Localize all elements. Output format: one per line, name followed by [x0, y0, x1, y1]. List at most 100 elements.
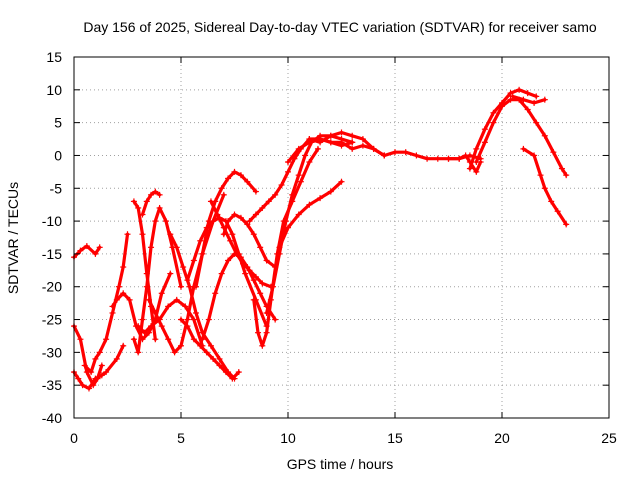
- series-track-11: [168, 232, 237, 381]
- data-point: [165, 303, 172, 310]
- series-track-7: [132, 199, 157, 341]
- data-point: [77, 247, 84, 254]
- data-point: [120, 264, 127, 271]
- data-point: [263, 309, 270, 316]
- data-point: [190, 257, 197, 264]
- data-point: [537, 172, 544, 179]
- series-track-13: [185, 216, 269, 328]
- data-point: [531, 152, 538, 159]
- data-point: [548, 198, 555, 205]
- data-point: [115, 283, 122, 290]
- data-point: [192, 309, 199, 316]
- data-point: [297, 178, 304, 185]
- data-point: [141, 329, 148, 336]
- y-tick-label: -20: [42, 279, 62, 295]
- y-tick-label: 15: [46, 49, 62, 65]
- data-point: [507, 90, 514, 97]
- data-point: [173, 296, 180, 303]
- data-point: [263, 329, 270, 336]
- data-point: [242, 270, 249, 277]
- data-point: [79, 382, 86, 389]
- data-point: [295, 145, 302, 152]
- data-point: [473, 168, 480, 175]
- data-point: [327, 139, 334, 146]
- data-point: [207, 342, 214, 349]
- data-point: [265, 198, 272, 205]
- data-point: [541, 132, 548, 139]
- data-point: [120, 342, 127, 349]
- data-point: [203, 349, 210, 356]
- data-point: [148, 323, 155, 330]
- x-tick-label: 0: [70, 430, 78, 446]
- data-point: [250, 296, 257, 303]
- data-point: [152, 309, 159, 316]
- data-point: [156, 191, 163, 198]
- data-point: [314, 145, 321, 152]
- x-tick-label: 5: [177, 430, 185, 446]
- data-point: [295, 172, 302, 179]
- data-point: [520, 96, 527, 103]
- data-point: [152, 188, 159, 195]
- data-point: [81, 362, 88, 369]
- data-point: [244, 221, 251, 228]
- data-point: [88, 369, 95, 376]
- data-point: [295, 211, 302, 218]
- data-point: [338, 139, 345, 146]
- data-point: [165, 336, 172, 343]
- data-point: [167, 270, 174, 277]
- data-point: [184, 323, 191, 330]
- y-tick-label: -10: [42, 213, 62, 229]
- x-axis-label: GPS time / hours: [287, 456, 394, 472]
- plot-frame: [73, 56, 610, 419]
- data-point: [499, 103, 505, 110]
- data-point: [184, 316, 191, 323]
- data-point: [456, 155, 463, 162]
- data-point: [558, 165, 565, 172]
- y-tick-label: -5: [50, 180, 63, 196]
- data-point: [276, 250, 283, 257]
- series-track-22: [286, 137, 386, 164]
- data-point: [148, 244, 155, 251]
- data-point: [252, 273, 259, 280]
- data-point: [359, 136, 366, 143]
- data-point: [466, 165, 473, 172]
- data-point: [167, 231, 174, 238]
- data-point: [152, 336, 159, 343]
- data-point: [370, 145, 377, 152]
- data-point: [158, 290, 165, 297]
- data-point: [186, 283, 193, 290]
- data-point: [135, 349, 142, 356]
- data-point: [163, 218, 170, 225]
- data-point: [306, 159, 313, 166]
- data-point: [424, 155, 431, 162]
- y-tick-label: -35: [42, 377, 62, 393]
- data-point: [210, 355, 217, 362]
- data-point: [120, 290, 127, 297]
- data-point: [272, 316, 279, 323]
- data-point: [246, 267, 253, 274]
- data-point: [225, 218, 232, 225]
- data-point: [278, 181, 285, 188]
- data-point: [231, 168, 238, 175]
- data-point: [317, 195, 324, 202]
- data-point: [473, 145, 480, 152]
- data-point: [270, 283, 277, 290]
- data-point: [229, 231, 236, 238]
- y-tick-labels: -40 -35 -30 -25 -20 -15 -10 -5 0 5 10 15: [42, 49, 62, 426]
- data-point: [143, 198, 150, 205]
- data-point: [92, 250, 99, 257]
- data-point: [285, 159, 291, 166]
- data-point: [259, 280, 266, 287]
- data-point: [235, 369, 242, 376]
- data-point: [216, 362, 223, 369]
- data-point: [158, 323, 165, 330]
- data-point: [214, 211, 221, 218]
- data-point: [306, 201, 313, 208]
- y-tick-label: -40: [42, 410, 62, 426]
- data-point: [338, 178, 345, 185]
- series-track-16: [209, 199, 273, 289]
- data-point: [509, 93, 516, 100]
- data-point: [113, 355, 120, 362]
- x-tick-label: 25: [601, 430, 617, 446]
- data-point: [462, 152, 469, 159]
